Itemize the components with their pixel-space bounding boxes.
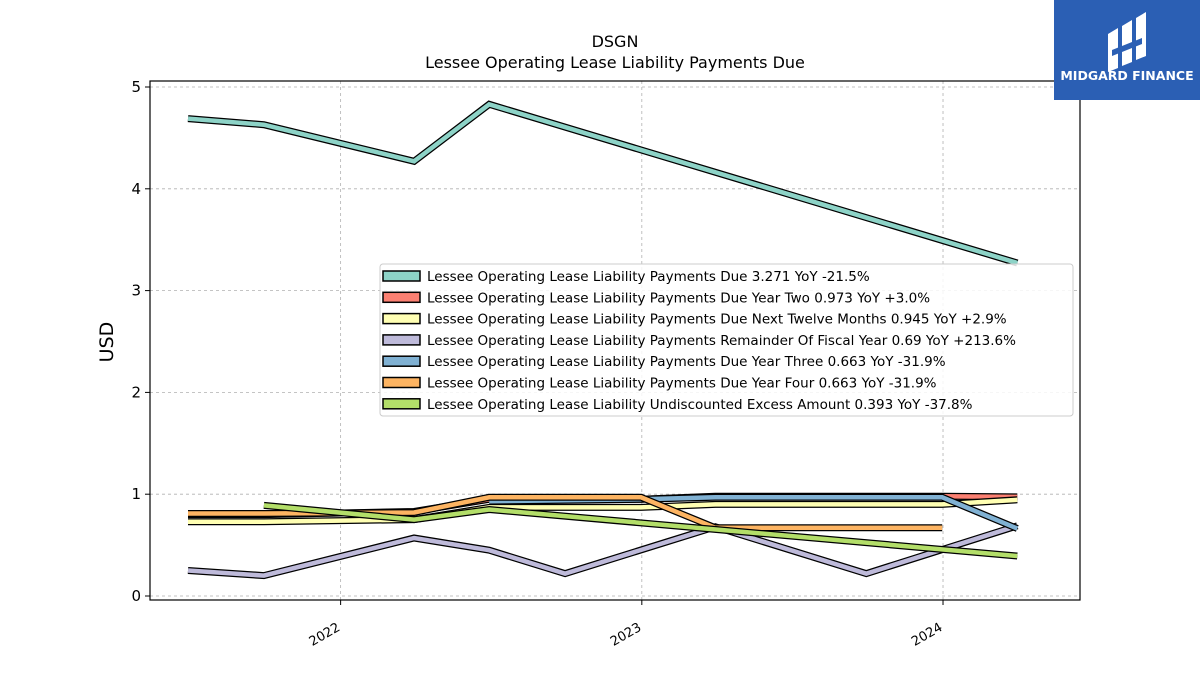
logo-text: MIDGARD FINANCE [1060, 68, 1193, 83]
legend-box [379, 263, 1074, 417]
logo-mark-icon [1108, 12, 1146, 72]
series-line [187, 523, 1018, 578]
series-lines [187, 100, 1019, 580]
chart-subtitle: Lessee Operating Lease Liability Payment… [425, 53, 805, 72]
series-line [188, 497, 1018, 524]
midgard-finance-logo: MIDGARD FINANCE [1054, 0, 1200, 100]
legend-swatch [382, 376, 421, 389]
legend-entry: Lessee Operating Lease Liability Undisco… [382, 397, 973, 413]
legend-label: Lessee Operating Lease Liability Undisco… [427, 397, 973, 413]
y-tick-label: 5 [131, 78, 141, 96]
legend-entry: Lessee Operating Lease Liability Payment… [382, 290, 930, 306]
series-line [263, 503, 1018, 559]
legend-label: Lessee Operating Lease Liability Payment… [427, 312, 1007, 328]
legend-label: Lessee Operating Lease Liability Payment… [427, 269, 870, 285]
legend-swatch [382, 334, 421, 346]
legend-swatch [382, 270, 421, 282]
legend-entry: Lessee Operating Lease Liability Payment… [382, 333, 1016, 349]
legend-entry: Lessee Operating Lease Liability Payment… [382, 354, 946, 370]
y-tick-label: 1 [131, 485, 141, 503]
legend-entry: Lessee Operating Lease Liability Payment… [382, 376, 937, 392]
series-3 [188, 496, 1018, 526]
legend: Lessee Operating Lease Liability Payment… [379, 263, 1074, 417]
legend-label: Lessee Operating Lease Liability Payment… [427, 376, 937, 392]
legend-swatch [382, 355, 421, 367]
series-line [187, 101, 1018, 266]
y-axis-label: USD [96, 322, 118, 363]
series-4 [187, 522, 1019, 580]
legend-swatch [382, 312, 421, 325]
legend-label: Lessee Operating Lease Liability Payment… [427, 354, 946, 370]
y-axis: 0 1 2 3 4 5 [131, 78, 150, 605]
legend-label: Lessee Operating Lease Liability Payment… [427, 333, 1016, 349]
y-tick-label: 3 [131, 282, 141, 300]
legend-label: Lessee Operating Lease Liability Payment… [427, 290, 930, 306]
series-1 [187, 100, 1019, 267]
legend-entry: Lessee Operating Lease Liability Payment… [382, 312, 1007, 328]
legend-swatch [382, 291, 421, 304]
y-tick-label: 4 [131, 180, 141, 198]
legend-entry: Lessee Operating Lease Liability Payment… [382, 269, 870, 285]
y-tick-label: 2 [131, 383, 141, 401]
y-tick-label: 0 [131, 587, 141, 605]
series-7 [263, 501, 1018, 560]
plot-frame [149, 80, 1081, 601]
legend-swatch [382, 398, 421, 410]
chart-title: DSGN [592, 32, 639, 51]
